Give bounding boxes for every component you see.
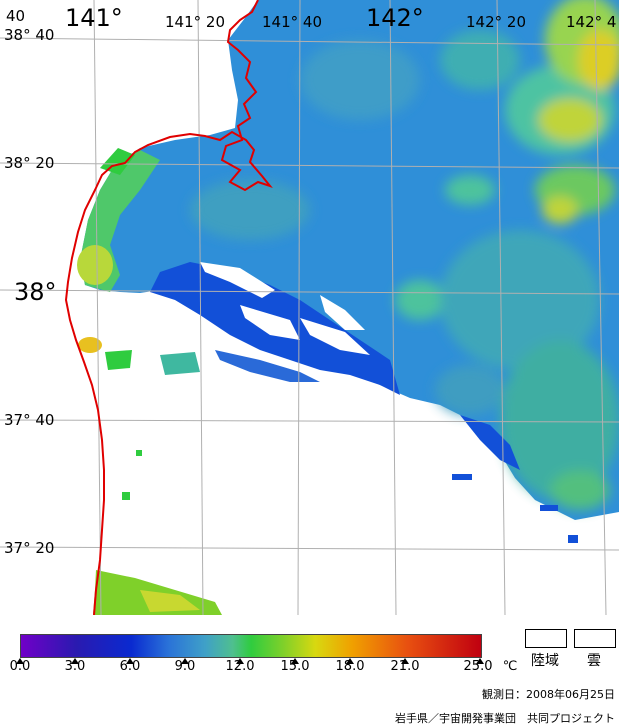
lon-label-141-20: 141° 20 bbox=[165, 13, 225, 31]
colorbar-tick bbox=[126, 658, 134, 664]
graticule-grid bbox=[0, 0, 619, 615]
colorbar-tick bbox=[71, 658, 79, 664]
coastline bbox=[64, 0, 273, 615]
colorbar-label-9: 9.0 bbox=[174, 659, 196, 674]
observation-date: 観測日：2008年06月25日 bbox=[482, 688, 615, 701]
lon-label-140-fragment: 40 bbox=[6, 7, 26, 25]
colorbar-label-3: 3.0 bbox=[64, 659, 86, 674]
colorbar-label-21: 21.0 bbox=[390, 659, 420, 674]
credit-line: 岩手県／宇宙開発事業団 共同プロジェクト bbox=[395, 712, 615, 725]
lat-label-38-40: 38° 40 bbox=[4, 26, 55, 44]
colorbar-tick bbox=[181, 658, 189, 664]
lon-label-142-40: 142° 4 bbox=[566, 13, 617, 31]
lat-label-37-20: 37° 20 bbox=[4, 539, 55, 557]
ocean-temperature-field bbox=[77, 0, 619, 615]
cloud-legend-label: 雲 bbox=[587, 653, 601, 669]
lat-label-38: 38° bbox=[14, 278, 57, 306]
colorbar-label-6: 6.0 bbox=[119, 659, 141, 674]
colorbar-label-15: 15.0 bbox=[280, 659, 310, 674]
colorbar-label-25: 25.0 bbox=[463, 659, 493, 674]
lon-label-142: 142° bbox=[366, 4, 424, 32]
colorbar-tick bbox=[236, 658, 244, 664]
lat-label-38-20: 38° 20 bbox=[4, 154, 55, 172]
land-legend-label: 陸域 bbox=[531, 653, 559, 669]
colorbar-label-12: 12.0 bbox=[225, 659, 255, 674]
lon-label-141-40: 141° 40 bbox=[262, 13, 322, 31]
temperature-color-bar bbox=[20, 634, 482, 658]
colorbar-unit: ℃ bbox=[502, 659, 518, 674]
colorbar-label-18: 18.0 bbox=[335, 659, 365, 674]
lon-label-141: 141° bbox=[65, 4, 123, 32]
cloud-legend-swatch bbox=[574, 629, 616, 648]
colorbar-tick bbox=[291, 658, 299, 664]
colorbar-tick bbox=[16, 658, 24, 664]
colorbar-tick bbox=[401, 658, 409, 664]
colorbar-tick bbox=[346, 658, 354, 664]
colorbar-label-0: 0.0 bbox=[9, 659, 31, 674]
colorbar-tick bbox=[476, 658, 484, 664]
lat-label-37-40: 37° 40 bbox=[4, 411, 55, 429]
sea-surface-temperature-map: 141° 141° 20 141° 40 142° 142° 20 142° 4… bbox=[0, 0, 619, 615]
lon-label-142-20: 142° 20 bbox=[466, 13, 526, 31]
land-legend-swatch bbox=[525, 629, 567, 648]
map-graphic bbox=[0, 0, 619, 615]
